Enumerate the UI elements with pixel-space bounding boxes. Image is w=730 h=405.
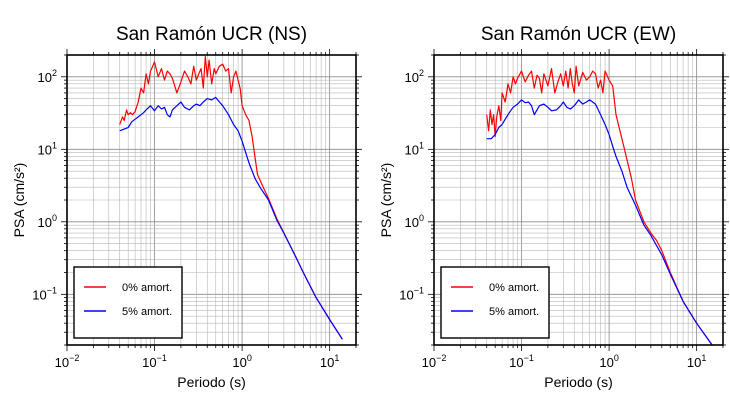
x-tick-label: 100 [599, 353, 618, 370]
plot-frame [66, 54, 357, 346]
x-tick-label: 101 [687, 353, 706, 370]
y-axis-label: PSA (cm/s²) [11, 163, 27, 238]
y-tick-label: 100 [38, 213, 57, 230]
x-tick-label: 101 [320, 353, 339, 370]
series-line-damping-5 [486, 99, 713, 345]
x-tick-label: 10−1 [142, 353, 167, 370]
y-axis-label: PSA (cm/s²) [378, 163, 394, 238]
legend-label-damping-0: 0% amort. [122, 282, 172, 294]
series-line-damping-0 [486, 65, 713, 345]
chart-title: San Ramón UCR (EW) [481, 24, 676, 45]
chart-title: San Ramón UCR (NS) [116, 24, 307, 45]
chart-panel-2: 10−2 10−1 100 101 10−1 100 101 102 San Ramón UCR… [378, 24, 729, 390]
legend-label-damping-5: 5% amort. [489, 306, 539, 318]
legend-box [440, 266, 550, 339]
y-tick-label: 10−1 [32, 285, 57, 302]
series-group [119, 55, 343, 340]
y-tick-label: 10−1 [399, 285, 424, 302]
plot-frame [433, 54, 724, 346]
legend-label-damping-0: 0% amort. [489, 282, 539, 294]
x-axis-label: Periodo (s) [544, 374, 612, 390]
x-axis-label: Periodo (s) [177, 374, 245, 390]
legend: 0% amort. 5% amort. [73, 266, 183, 339]
x-tick-label: 10−2 [422, 353, 447, 370]
legend-box [73, 266, 183, 339]
x-tick-label: 10−2 [55, 353, 80, 370]
y-tick-label: 101 [38, 140, 57, 157]
series-line-damping-5 [119, 96, 343, 340]
series-line-damping-0 [119, 55, 343, 340]
chart-panel-1: 10−2 10−1 100 101 10−1 100 101 102 San Ramón UCR… [11, 24, 362, 390]
x-tick-label: 100 [232, 353, 251, 370]
x-tick-label: 10−1 [509, 353, 534, 370]
y-tick-label: 102 [38, 68, 57, 85]
legend: 0% amort. 5% amort. [440, 266, 550, 339]
legend-label-damping-5: 5% amort. [122, 306, 172, 318]
series-group [486, 65, 713, 345]
y-tick-label: 102 [405, 68, 424, 85]
y-tick-label: 100 [405, 213, 424, 230]
y-tick-label: 101 [405, 140, 424, 157]
grid [61, 49, 362, 351]
